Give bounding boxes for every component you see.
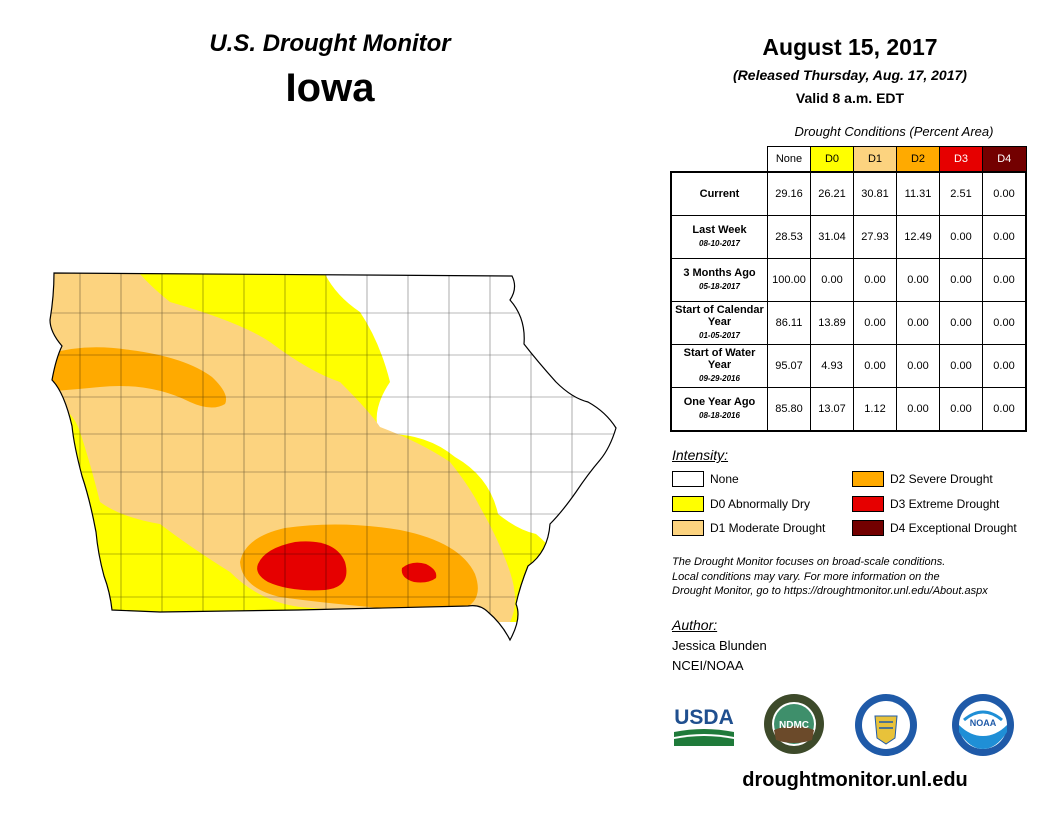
legend-item-d0: D0 Abnormally Dry xyxy=(672,496,810,512)
svg-text:NDMC: NDMC xyxy=(779,720,809,731)
drought-conditions-table: None D0 D1 D2 D3 D4 Current 29.16 26.21 … xyxy=(670,146,1027,432)
col-none: None xyxy=(767,146,811,173)
cell: 30.81 xyxy=(853,171,897,216)
legend-item-d1: D1 Moderate Drought xyxy=(672,520,825,536)
cell: 0.00 xyxy=(853,301,897,345)
svg-text:USDA: USDA xyxy=(674,706,734,729)
table-title: Drought Conditions (Percent Area) xyxy=(794,124,994,139)
cell: 0.00 xyxy=(853,344,897,388)
col-d0: D0 xyxy=(810,146,854,173)
ndmc-logo-icon: NDMC xyxy=(764,694,824,754)
svg-text:NOAA: NOAA xyxy=(970,718,997,728)
cell: 0.00 xyxy=(896,301,940,345)
legend-swatch xyxy=(672,496,704,512)
legend-item-none: None xyxy=(672,471,739,487)
table-row: 3 Months Ago 05-18-2017 100.00 0.00 0.00 … xyxy=(670,258,1027,302)
region-d3-small xyxy=(401,562,437,583)
website-url[interactable]: droughtmonitor.unl.edu xyxy=(742,769,968,791)
cell: 4.93 xyxy=(810,344,854,388)
cell: 13.07 xyxy=(810,387,854,432)
legend-title: Intensity: xyxy=(672,447,729,463)
table-row: Start of Water Year 09-29-2016 95.07 4.93… xyxy=(670,344,1027,388)
cell: 28.53 xyxy=(767,215,811,259)
cell: 27.93 xyxy=(853,215,897,259)
cell: 12.49 xyxy=(896,215,940,259)
cell: 0.00 xyxy=(939,215,983,259)
cell: 100.00 xyxy=(767,258,811,302)
col-d4: D4 xyxy=(982,146,1027,173)
legend-item-d3: D3 Extreme Drought xyxy=(852,496,999,512)
row-label: Current xyxy=(670,171,768,216)
author-heading: Author: xyxy=(672,617,718,633)
iowa-drought-map xyxy=(49,272,617,641)
noaa-logo-icon: NOAA xyxy=(952,694,1014,756)
table-row: Current 29.16 26.21 30.81 11.31 2.51 0.0… xyxy=(670,171,1027,216)
legend-item-d2: D2 Severe Drought xyxy=(852,471,993,487)
cell: 1.12 xyxy=(853,387,897,432)
row-label: Start of Water Year 09-29-2016 xyxy=(670,344,768,388)
cell: 0.00 xyxy=(939,387,983,432)
cell: 0.00 xyxy=(982,301,1027,345)
cell: 0.00 xyxy=(982,258,1027,302)
legend-swatch xyxy=(672,520,704,536)
disclaimer-note: The Drought Monitor focuses on broad-sca… xyxy=(672,555,1032,599)
cell: 11.31 xyxy=(896,171,940,216)
table-row: Start of Calendar Year 01-05-2017 86.11 1… xyxy=(670,301,1027,345)
cell: 0.00 xyxy=(939,301,983,345)
legend-item-d4: D4 Exceptional Drought xyxy=(852,520,1017,536)
legend-swatch xyxy=(852,520,884,536)
cell: 26.21 xyxy=(810,171,854,216)
region-d2-northwest xyxy=(50,347,227,408)
commerce-seal-icon xyxy=(855,694,917,756)
cell: 85.80 xyxy=(767,387,811,432)
cell: 0.00 xyxy=(896,387,940,432)
cell: 95.07 xyxy=(767,344,811,388)
region-d3-main xyxy=(257,541,347,591)
state-name: Iowa xyxy=(285,66,375,110)
cell: 0.00 xyxy=(853,258,897,302)
cell: 0.00 xyxy=(896,344,940,388)
cell: 31.04 xyxy=(810,215,854,259)
cell: 29.16 xyxy=(767,171,811,216)
row-label: Start of Calendar Year 01-05-2017 xyxy=(670,301,768,345)
map-title: U.S. Drought Monitor xyxy=(209,30,451,57)
row-label: 3 Months Ago 05-18-2017 xyxy=(670,258,768,302)
cell: 0.00 xyxy=(982,215,1027,259)
cell: 13.89 xyxy=(810,301,854,345)
cell: 0.00 xyxy=(896,258,940,302)
table-row: Last Week 08-10-2017 28.53 31.04 27.93 12… xyxy=(670,215,1027,259)
author-name: Jessica Blunden xyxy=(672,638,767,653)
col-d2: D2 xyxy=(896,146,940,173)
usda-logo-icon: USDA xyxy=(674,706,734,746)
row-label: Last Week 08-10-2017 xyxy=(670,215,768,259)
col-d1: D1 xyxy=(853,146,897,173)
about-link-text: Drought Monitor, go to https://droughtmo… xyxy=(672,585,988,597)
legend-swatch xyxy=(672,471,704,487)
cell: 0.00 xyxy=(810,258,854,302)
cell: 86.11 xyxy=(767,301,811,345)
cell: 0.00 xyxy=(982,387,1027,432)
cell: 2.51 xyxy=(939,171,983,216)
cell: 0.00 xyxy=(939,258,983,302)
col-d3: D3 xyxy=(939,146,983,173)
author-org: NCEI/NOAA xyxy=(672,658,744,673)
map-date: August 15, 2017 xyxy=(762,34,938,60)
valid-time: Valid 8 a.m. EDT xyxy=(795,90,905,106)
cell: 0.00 xyxy=(939,344,983,388)
cell: 0.00 xyxy=(982,171,1027,216)
release-date: (Released Thursday, Aug. 17, 2017) xyxy=(733,67,967,83)
row-label: One Year Ago 08-18-2016 xyxy=(670,387,768,432)
legend-swatch xyxy=(852,471,884,487)
table-row: One Year Ago 08-18-2016 85.80 13.07 1.12 … xyxy=(670,387,1027,432)
cell: 0.00 xyxy=(982,344,1027,388)
legend-swatch xyxy=(852,496,884,512)
